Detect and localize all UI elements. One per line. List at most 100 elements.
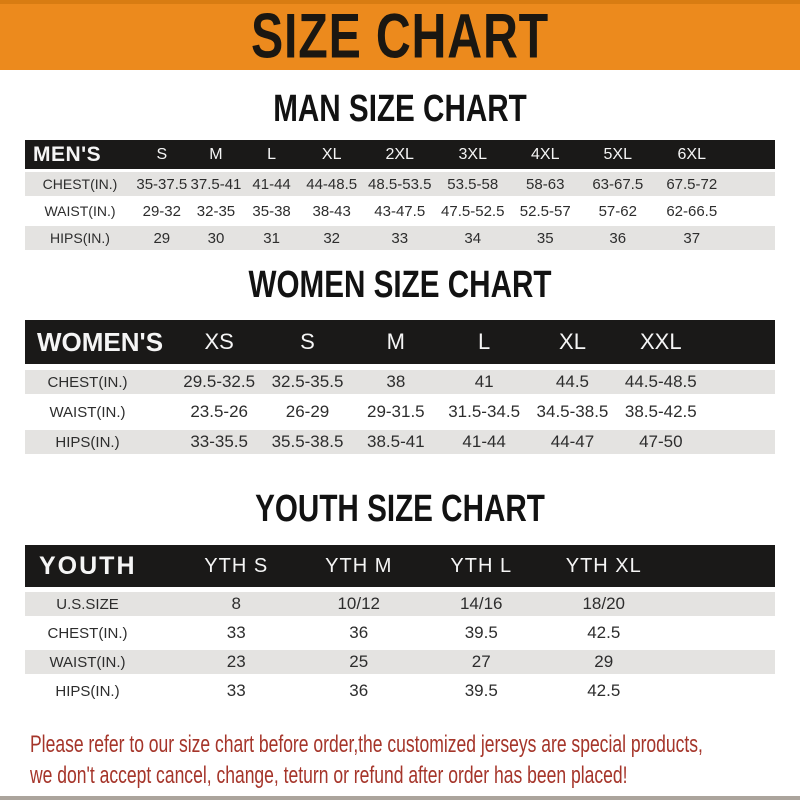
size-cell: 44.5-48.5	[624, 372, 697, 391]
size-cell: 37	[683, 229, 701, 247]
footer-note-line1: Please refer to our size chart before or…	[30, 731, 703, 758]
size-cell: 29-31.5	[366, 402, 425, 421]
size-column-header: L	[478, 329, 491, 354]
size-column-header: 4XL	[531, 145, 560, 163]
size-cell: 29	[153, 229, 171, 247]
men-table-row: CHEST(IN.) 35-37.5 37.5-41 41-44 44-48.5 48.5…	[25, 172, 775, 196]
size-cell: 34	[464, 229, 482, 247]
men-table-row: HIPS(IN.) 29 30 31 32 33 34 35 36 37	[25, 226, 775, 250]
women-section-heading: WOMEN SIZE CHART	[248, 264, 552, 306]
youth-table-header: YOUTH YTH S YTH M YTH L YTH XL	[25, 545, 775, 587]
men-table-header: MEN'S S M L XL 2XL 3XL 4XL 5XL 6XL	[25, 140, 775, 169]
size-cell: 35-38	[252, 202, 291, 220]
women-table-row: WAIST(IN.) 23.5-26 26-29 29-31.5 31.5-34.5 34…	[25, 400, 775, 424]
women-header-label: WOMEN'S	[37, 326, 164, 357]
size-column-header: XXL	[640, 329, 682, 354]
size-cell: 38.5-42.5	[624, 402, 697, 421]
footer-note-line2: we don't accept cancel, change, teturn o…	[30, 762, 628, 789]
size-column-header: 2XL	[385, 145, 414, 163]
row-label: WAIST(IN.)	[49, 403, 126, 421]
size-cell: 38-43	[312, 202, 351, 220]
size-cell: 53.5-58	[447, 175, 499, 193]
size-cell: 57-62	[598, 202, 637, 220]
size-cell: 48.5-53.5	[368, 175, 432, 193]
size-column-header: YTH S	[204, 554, 269, 577]
youth-table-row: U.S.SIZE 8 10/12 14/16 18/20	[25, 592, 775, 616]
row-label: HIPS(IN.)	[50, 230, 110, 246]
women-table-row: CHEST(IN.) 29.5-32.5 32.5-35.5 38 41 44.5 44.5…	[25, 370, 775, 394]
footer-note: Please refer to our size chart before or…	[30, 729, 703, 791]
man-section-heading: MAN SIZE CHART	[273, 88, 527, 130]
size-cell: 44-47	[550, 432, 595, 451]
size-cell: 35	[536, 229, 554, 247]
row-label: CHEST(IN.)	[42, 176, 118, 192]
size-cell: 14/16	[459, 594, 503, 613]
youth-table-row: WAIST(IN.) 23 25 27 29	[25, 650, 775, 674]
size-column-header: XS	[204, 329, 234, 354]
women-size-table: WOMEN'S XS S M L XL XXL CHEST(IN.) 29.5-32.5 32.5…	[25, 320, 775, 454]
size-cell: 33-35.5	[190, 432, 248, 451]
size-cell: 36	[609, 229, 627, 247]
youth-table-row: HIPS(IN.) 33 36 39.5 42.5	[25, 679, 775, 703]
size-column-header: M	[209, 145, 223, 163]
size-cell: 36	[349, 623, 369, 642]
size-cell: 41-44	[462, 432, 506, 451]
size-column-header: YTH L	[450, 554, 513, 577]
size-column-header: YTH M	[325, 554, 393, 577]
size-cell: 52.5-57	[519, 202, 571, 220]
size-column-header: XL	[559, 329, 586, 354]
size-cell: 44.5	[555, 372, 590, 391]
size-cell: 37.5-41	[190, 175, 242, 193]
size-column-header: M	[386, 329, 405, 354]
size-column-header: S	[300, 329, 315, 354]
row-label: HIPS(IN.)	[55, 682, 120, 700]
size-column-header: 6XL	[677, 145, 706, 163]
size-cell: 25	[349, 652, 369, 671]
youth-header-label: YOUTH	[39, 551, 137, 580]
size-cell: 58-63	[526, 175, 565, 193]
size-cell: 23	[226, 652, 246, 671]
bottom-edge-strip	[0, 796, 800, 800]
size-cell: 10/12	[337, 594, 381, 613]
men-header-label: MEN'S	[33, 142, 102, 166]
size-cell: 29-32	[142, 202, 181, 220]
size-cell: 42.5	[587, 681, 621, 700]
size-column-header: YTH XL	[565, 554, 642, 577]
size-cell: 47.5-52.5	[441, 202, 505, 220]
size-cell: 32	[323, 229, 341, 247]
size-cell: 67.5-72	[666, 175, 718, 193]
women-table-row: HIPS(IN.) 33-35.5 35.5-38.5 38.5-41 41-44 44-…	[25, 430, 775, 454]
size-cell: 44-48.5	[306, 175, 358, 193]
size-column-header: L	[267, 145, 277, 163]
size-column-header: 3XL	[458, 145, 487, 163]
size-cell: 29.5-32.5	[183, 372, 256, 391]
size-cell: 23.5-26	[190, 402, 248, 421]
size-cell: 35.5-38.5	[271, 432, 344, 451]
size-cell: 47-50	[639, 432, 683, 451]
size-cell: 18/20	[582, 594, 626, 613]
row-label: CHEST(IN.)	[47, 373, 128, 391]
size-cell: 31.5-34.5	[448, 402, 521, 421]
size-cell: 33	[391, 229, 409, 247]
size-cell: 39.5	[464, 681, 498, 700]
size-cell: 8	[231, 594, 241, 613]
women-table-header: WOMEN'S XS S M L XL XXL	[25, 320, 775, 364]
size-column-header: XL	[321, 145, 342, 163]
men-size-table: MEN'S S M L XL 2XL 3XL 4XL 5XL 6XL CHEST(IN.) 35-37…	[25, 140, 775, 250]
size-cell: 38	[386, 372, 406, 391]
size-cell: 43-47.5	[374, 202, 426, 220]
size-column-header: S	[156, 145, 168, 163]
size-cell: 62-66.5	[666, 202, 718, 220]
size-cell: 33	[226, 623, 246, 642]
size-column-header: 5XL	[603, 145, 632, 163]
size-cell: 41-44	[252, 175, 291, 193]
size-cell: 31	[263, 229, 280, 247]
row-label: CHEST(IN.)	[47, 624, 128, 642]
size-cell: 35-37.5	[136, 175, 188, 193]
size-cell: 36	[349, 681, 369, 700]
row-label: U.S.SIZE	[56, 595, 119, 613]
page-title: SIZE CHART	[251, 1, 549, 72]
page-banner: SIZE CHART	[0, 0, 800, 70]
youth-size-table: YOUTH YTH S YTH M YTH L YTH XL U.S.SIZE 8 10/12…	[25, 545, 775, 703]
size-cell: 32.5-35.5	[271, 372, 344, 391]
